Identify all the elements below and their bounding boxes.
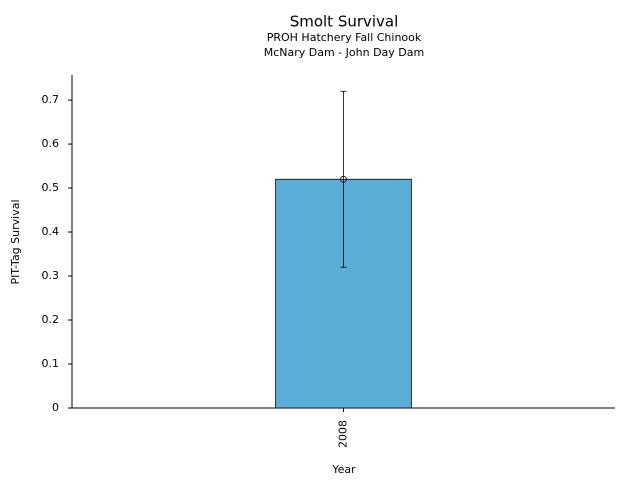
chart-subtitle: PROH Hatchery Fall Chinook bbox=[267, 31, 422, 44]
chart-title: Smolt Survival bbox=[290, 13, 399, 31]
y-tick-label: 0 bbox=[52, 401, 59, 414]
chart-subtitle: McNary Dam - John Day Dam bbox=[264, 46, 424, 59]
x-tick-label: 2008 bbox=[337, 420, 350, 448]
y-tick-label: 0.1 bbox=[42, 357, 60, 370]
y-tick-label: 0.7 bbox=[42, 93, 60, 106]
y-tick-label: 0.4 bbox=[42, 225, 60, 238]
x-axis-label: Year bbox=[331, 463, 356, 476]
y-axis-label: PIT-Tag Survival bbox=[9, 199, 22, 284]
y-tick-label: 0.6 bbox=[42, 137, 60, 150]
y-tick-label: 0.2 bbox=[42, 313, 60, 326]
y-tick-label: 0.5 bbox=[42, 181, 60, 194]
y-tick-label: 0.3 bbox=[42, 269, 60, 282]
point-marker bbox=[340, 175, 347, 183]
